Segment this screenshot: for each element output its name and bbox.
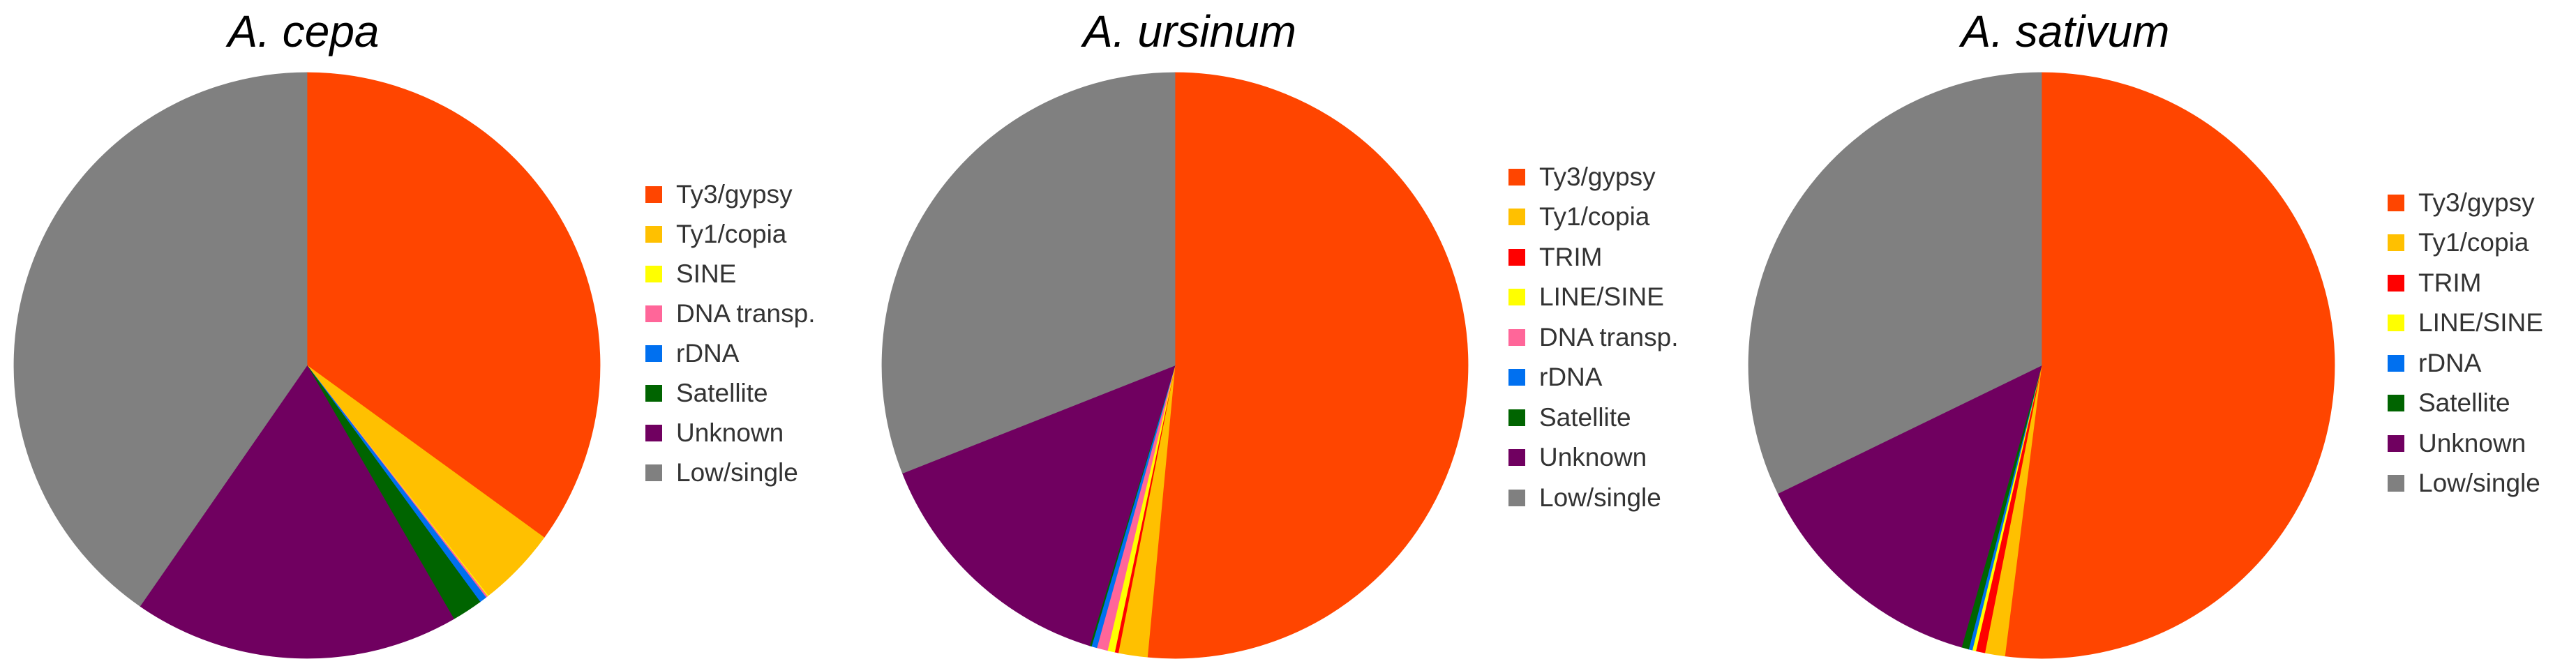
- legend-swatch: [1508, 248, 1525, 266]
- legend-label: Ty1/copia: [1539, 202, 1650, 232]
- legend-swatch: [645, 345, 662, 362]
- pie-slice-unknown: [901, 365, 1176, 646]
- legend-label: DNA transp.: [676, 298, 816, 328]
- pie-chart: [881, 72, 1469, 659]
- legend-label: TRIM: [1539, 242, 1603, 271]
- legend-item: Satellite: [2388, 384, 2543, 424]
- legend-item: rDNA: [2388, 343, 2543, 384]
- legend-swatch: [1508, 489, 1525, 506]
- legend-swatch: [645, 305, 662, 322]
- legend-item: Ty1/copia: [645, 214, 815, 254]
- pie-slice-low-single: [881, 72, 1176, 474]
- legend-swatch: [1508, 328, 1525, 346]
- chart-title: A. sativum: [1961, 6, 2170, 56]
- legend-swatch: [1508, 449, 1525, 467]
- legend-item: Ty3/gypsy: [1508, 157, 1678, 197]
- legend-label: Unknown: [1539, 443, 1647, 472]
- legend-item: Low/single: [645, 453, 815, 492]
- pie-slice-ty3-gypsy: [2004, 72, 2335, 659]
- legend-swatch: [2388, 475, 2404, 492]
- legend-label: Ty3/gypsy: [676, 179, 793, 209]
- legend-label: Unknown: [676, 418, 784, 447]
- legend-item: rDNA: [645, 333, 815, 373]
- legend-swatch: [2388, 354, 2404, 372]
- legend-label: Ty1/copia: [2418, 228, 2529, 257]
- legend-item: DNA transp.: [645, 294, 815, 333]
- legend-item: Unknown: [2388, 423, 2543, 464]
- legend-item: Ty3/gypsy: [2388, 183, 2543, 223]
- legend-item: Low/single: [2388, 464, 2543, 504]
- pie-slice-unknown: [140, 365, 454, 659]
- pie-chart: [1748, 72, 2335, 659]
- legend-swatch: [1508, 369, 1525, 386]
- legend-item: DNA transp.: [1508, 317, 1678, 358]
- legend-label: Ty3/gypsy: [2418, 188, 2535, 217]
- legend-label: Satellite: [1539, 402, 1631, 432]
- legend-item: LINE/SINE: [2388, 303, 2543, 344]
- legend-label: LINE/SINE: [2418, 308, 2543, 338]
- legend-swatch: [2388, 274, 2404, 292]
- legend-swatch: [2388, 395, 2404, 412]
- legend-label: Ty3/gypsy: [1539, 162, 1656, 191]
- chart-panel-a-sativum: A. sativum Ty3/gypsy Ty1/copia TRIM LINE/SI…: [1730, 0, 2576, 666]
- chart-legend: Ty3/gypsy Ty1/copia TRIM LINE/SINE rDNA Satel…: [2388, 183, 2543, 504]
- pie-slice-ty3-gypsy: [1147, 72, 1469, 659]
- legend-swatch: [1508, 209, 1525, 226]
- chart-legend: Ty3/gypsy Ty1/copia TRIM LINE/SINE DNA trans…: [1508, 157, 1678, 518]
- legend-item: Satellite: [1508, 398, 1678, 438]
- chart-title: A. ursinum: [1083, 6, 1296, 56]
- legend-swatch: [2388, 434, 2404, 452]
- legend-swatch: [645, 225, 662, 243]
- legend-swatch: [2388, 194, 2404, 211]
- legend-item: LINE/SINE: [1508, 278, 1678, 318]
- chart-legend: Ty3/gypsy Ty1/copia SINE DNA transp. rDNA Sat…: [645, 174, 815, 492]
- legend-label: Low/single: [2418, 469, 2540, 498]
- legend-swatch: [645, 384, 662, 402]
- legend-label: rDNA: [676, 338, 740, 368]
- legend-label: Satellite: [676, 378, 768, 407]
- legend-item: Ty1/copia: [2388, 223, 2543, 264]
- legend-item: Unknown: [645, 413, 815, 453]
- legend-item: Ty1/copia: [1508, 197, 1678, 238]
- legend-swatch: [1508, 289, 1525, 306]
- legend-swatch: [645, 265, 662, 282]
- legend-label: Ty1/copia: [676, 219, 787, 248]
- legend-label: rDNA: [2418, 348, 2482, 377]
- pie-slice-low-single: [1748, 72, 2042, 494]
- legend-item: SINE: [645, 254, 815, 294]
- legend-item: rDNA: [1508, 358, 1678, 398]
- legend-label: DNA transp.: [1539, 322, 1679, 351]
- chart-panel-a-cepa: A. cepa Ty3/gypsy Ty1/copia SINE DNA transp…: [0, 0, 879, 666]
- pie-slice-ty3-gypsy: [306, 72, 601, 538]
- pie-chart: [13, 72, 601, 659]
- legend-swatch: [2388, 315, 2404, 332]
- legend-item: Unknown: [1508, 438, 1678, 478]
- legend-label: Unknown: [2418, 428, 2526, 457]
- legend-label: TRIM: [2418, 268, 2482, 297]
- legend-swatch: [645, 424, 662, 441]
- chart-title: A. cepa: [227, 6, 380, 56]
- legend-label: Satellite: [2418, 388, 2510, 418]
- pie-slice-unknown: [1777, 365, 2042, 648]
- legend-label: LINE/SINE: [1539, 282, 1664, 312]
- pie-slice-low-single: [13, 72, 308, 607]
- legend-item: TRIM: [2388, 263, 2543, 303]
- legend-item: Satellite: [645, 373, 815, 413]
- legend-label: SINE: [676, 259, 737, 288]
- legend-swatch: [2388, 234, 2404, 252]
- legend-label: Low/single: [676, 457, 798, 487]
- legend-item: TRIM: [1508, 237, 1678, 278]
- legend-item: Ty3/gypsy: [645, 174, 815, 214]
- legend-swatch: [645, 186, 662, 203]
- chart-panel-a-ursinum: A. ursinum Ty3/gypsy Ty1/copia TRIM LINE/SI…: [865, 0, 1744, 666]
- legend-item: Low/single: [1508, 478, 1678, 518]
- legend-label: rDNA: [1539, 363, 1603, 392]
- legend-swatch: [1508, 409, 1525, 426]
- legend-swatch: [1508, 168, 1525, 186]
- legend-swatch: [645, 464, 662, 481]
- legend-label: Low/single: [1539, 483, 1661, 512]
